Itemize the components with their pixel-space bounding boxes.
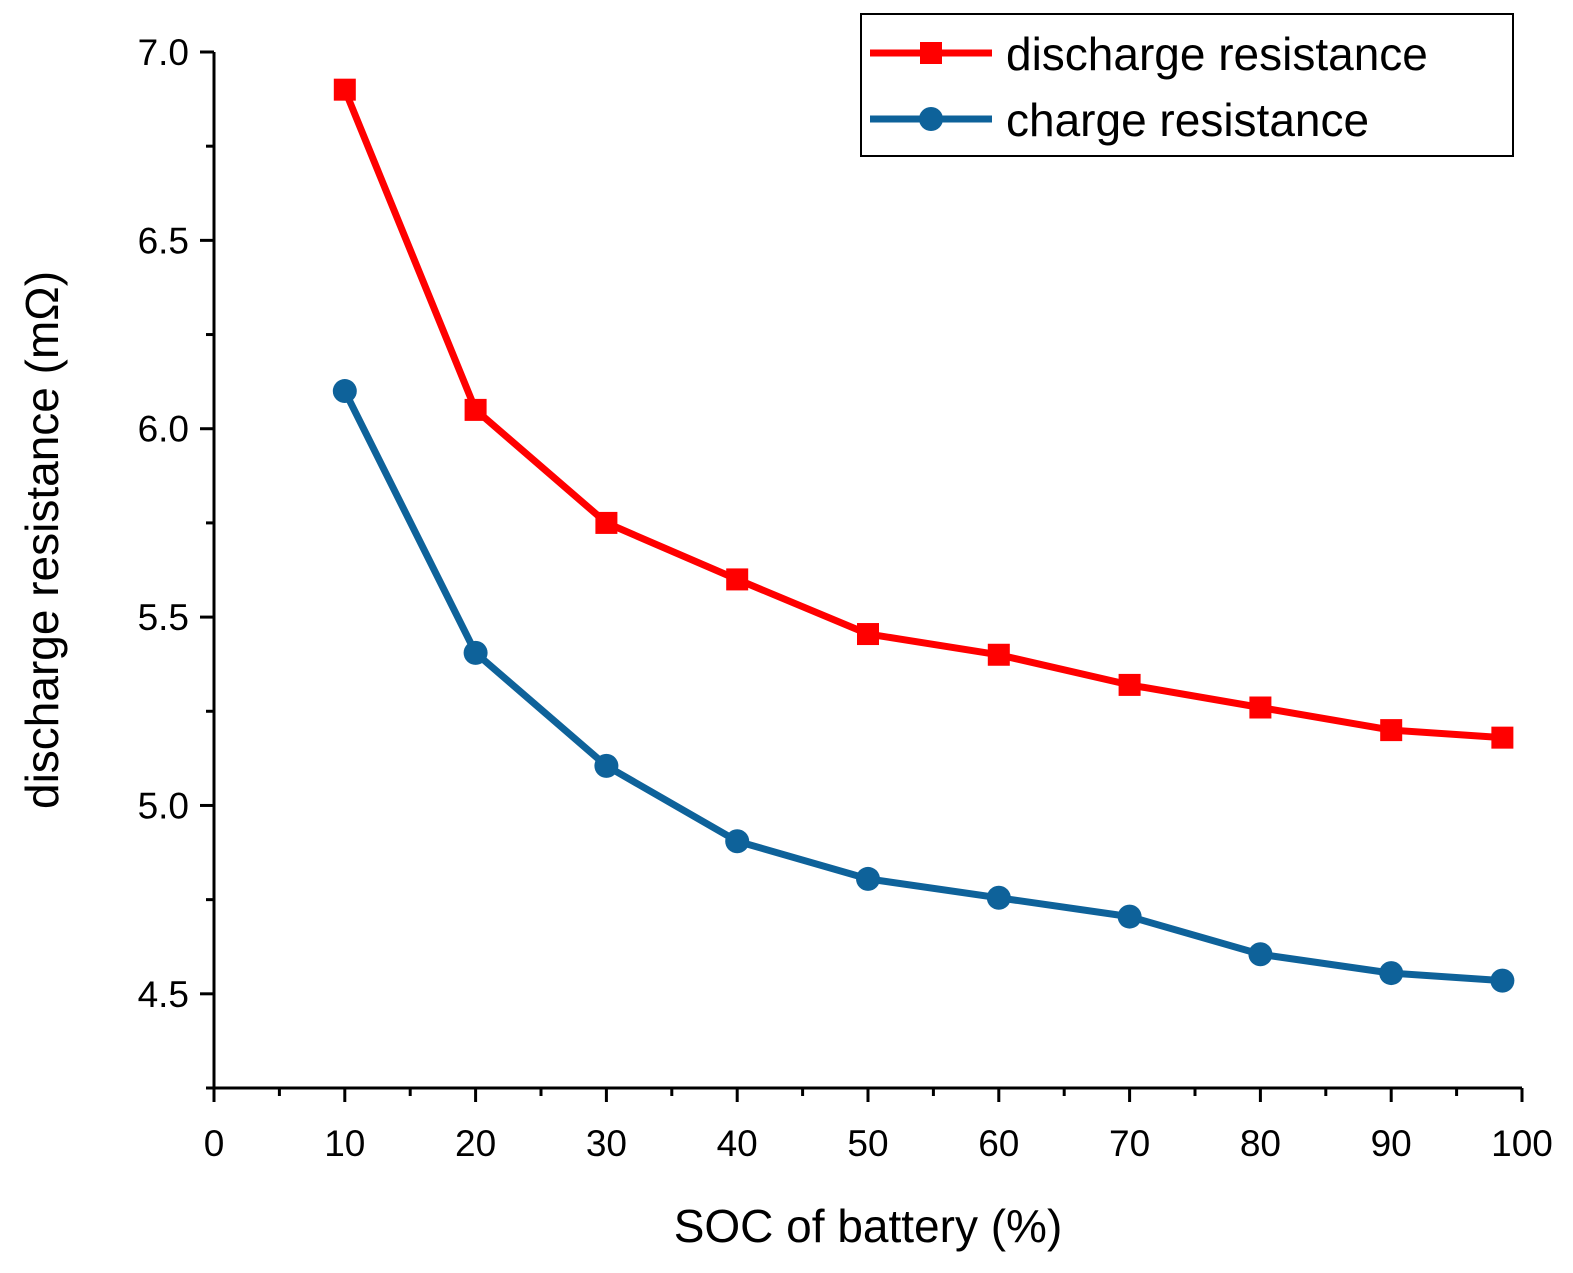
data-point-square xyxy=(1491,726,1514,749)
x-tick-label: 90 xyxy=(1371,1123,1412,1164)
data-point-square xyxy=(595,511,618,534)
x-tick-label: 40 xyxy=(717,1123,758,1164)
data-point-circle xyxy=(856,866,880,891)
legend-box xyxy=(860,13,1514,157)
y-tick-label: 6.5 xyxy=(138,220,189,261)
data-point-circle xyxy=(725,829,750,854)
x-tick-label: 50 xyxy=(847,1123,888,1164)
legend-label-charge: charge resistance xyxy=(1006,94,1369,146)
data-point-square xyxy=(1118,673,1141,696)
series-layer xyxy=(332,78,1515,993)
data-point-circle xyxy=(1248,942,1273,967)
data-point-square xyxy=(987,643,1010,666)
y-tick-label: 5.5 xyxy=(138,597,189,638)
x-axis-title: SOC of battery (%) xyxy=(674,1200,1063,1252)
x-tick-label: 70 xyxy=(1109,1123,1150,1164)
y-tick-label: 5.0 xyxy=(138,785,189,826)
data-point-circle xyxy=(1490,968,1515,993)
series-line-0 xyxy=(341,88,1503,742)
legend-marker-discharge xyxy=(920,42,942,64)
x-tick-label: 10 xyxy=(324,1123,365,1164)
x-tick-label: 60 xyxy=(978,1123,1019,1164)
x-tick-label: 80 xyxy=(1240,1123,1281,1164)
data-point-square xyxy=(1249,696,1272,719)
data-point-square xyxy=(464,398,487,421)
y-tick-label: 4.5 xyxy=(138,974,189,1015)
data-point-circle xyxy=(463,640,488,665)
x-tick-label: 30 xyxy=(586,1123,627,1164)
data-point-circle xyxy=(1379,961,1404,986)
data-point-circle xyxy=(594,753,619,778)
data-point-square xyxy=(857,623,879,646)
series-line-1 xyxy=(341,389,1503,985)
y-axis-title: discharge resistance (mΩ) xyxy=(16,271,68,809)
legend-marker-charge xyxy=(919,107,943,131)
data-point-square xyxy=(726,568,749,591)
legend-label-discharge: discharge resistance xyxy=(1006,28,1428,80)
data-point-circle xyxy=(986,885,1011,910)
data-point-circle xyxy=(332,379,357,404)
x-tick-label: 100 xyxy=(1491,1123,1553,1164)
axes: 0 10 20 30 40 50 60 70 80 90 100 4.5 5.0 5.5 6.0 6.5 7.0 xyxy=(138,32,1553,1164)
x-tick-label: 0 xyxy=(204,1123,225,1164)
x-tick-label: 20 xyxy=(455,1123,496,1164)
data-point-square xyxy=(1380,719,1403,742)
y-tick-label: 7.0 xyxy=(138,32,189,73)
data-point-circle xyxy=(1117,904,1142,929)
data-point-square xyxy=(333,78,356,101)
y-tick-label: 6.0 xyxy=(138,409,189,450)
legend: discharge resistance charge resistance xyxy=(860,13,1514,157)
